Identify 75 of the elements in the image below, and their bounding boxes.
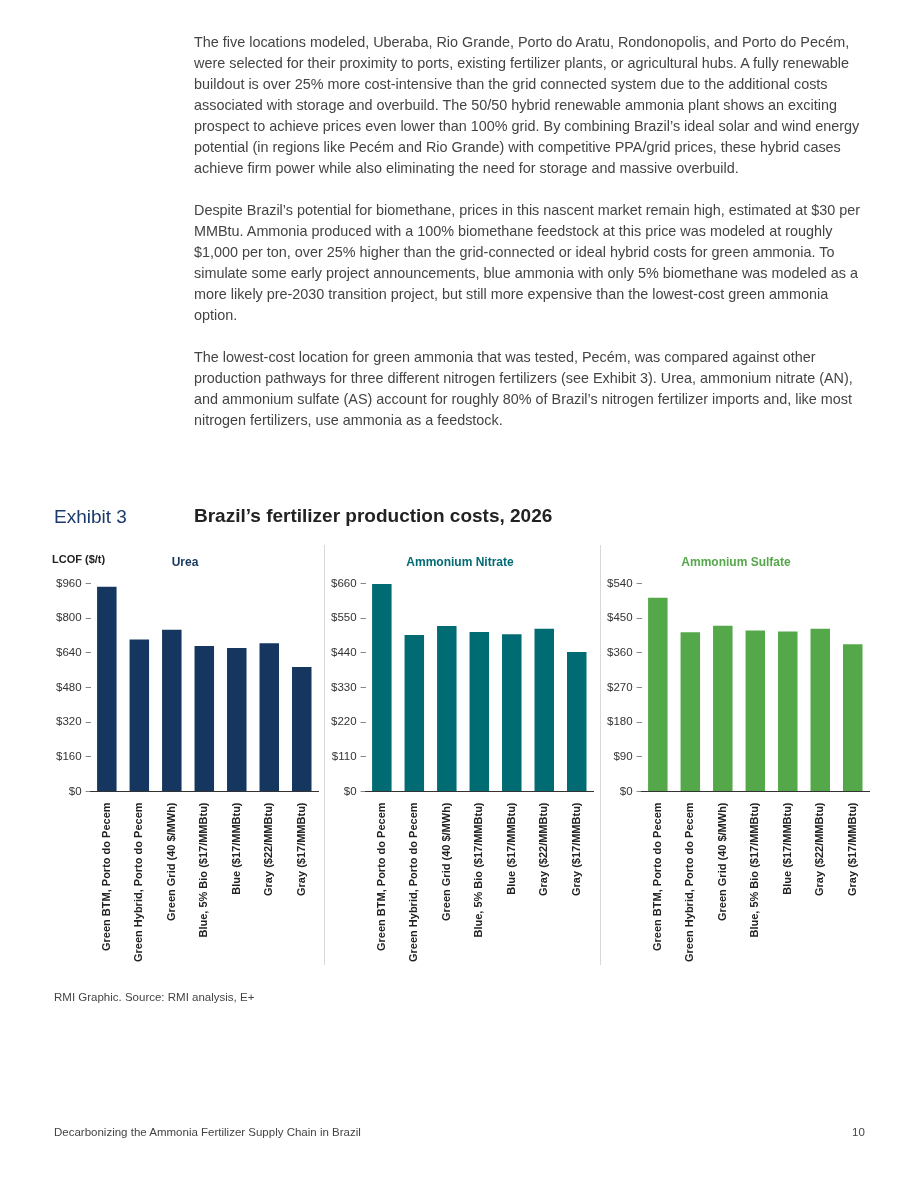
x-tick-label: Gray ($17/MMBtu) — [845, 802, 858, 896]
y-tick-label: $330 — [330, 680, 357, 693]
y-tick-label: $270 — [606, 680, 633, 693]
y-tick-label: $90 — [613, 749, 633, 762]
bar — [404, 635, 425, 791]
x-tick-label: Green BTM, Porto do Pecem — [99, 802, 112, 951]
y-tick-label: $220 — [330, 715, 357, 728]
y-tick-label: $450 — [606, 611, 633, 624]
bar — [680, 632, 701, 791]
text: 10 — [852, 1126, 865, 1138]
bar — [469, 631, 490, 791]
x-tick-label: Blue, 5% Bio ($17/MMBtu) — [197, 802, 210, 938]
bar — [745, 630, 766, 791]
y-tick-label: $480 — [55, 680, 82, 693]
bar — [372, 584, 392, 791]
x-tick-label: Green Hybrid, Porto do Pecem — [132, 802, 145, 963]
bar — [162, 629, 182, 791]
y-tick-label: $540 — [606, 576, 633, 589]
x-tick-label: Gray ($22/MMBtu) — [813, 802, 826, 896]
bar — [194, 646, 215, 791]
bar — [227, 647, 247, 791]
text: Despite Brazil’s potential for biomethane, prices in this nascent market remain high, estimated at $30 per MMBtu. Ammonia produced with a 100% biomethane feedstock at this price was modeled at roughly $1,000 per ton, over 25% higher than the grid-connected or ideal hybrid costs for green ammonia. To simulate some early project announcements, blue ammonia with only 5% biomethane was modeled as a more likely pre-2030 transition project, but still more expensive than the lowest-cost green ammonia option. — [194, 201, 862, 325]
y-axis-title: LCOF ($/t) — [52, 553, 106, 565]
x-tick-label: Blue, 5% Bio ($17/MMBtu) — [472, 802, 485, 938]
text: The lowest-cost location for green ammonia that was tested, Pecém, was compared against other production pathways for three different nitrogen fertilizers (see Exhibit 3). Urea, ammonium nitrate (AN), and ammonium sulfate (AS) account for roughly 80% of Brazil’s nitrogen fertilizer imports and, like most nitrogen fertilizers, use ammonia as a feedstock. — [194, 348, 854, 430]
y-tick-label: $550 — [330, 611, 357, 624]
y-tick-label: $110 — [331, 749, 357, 762]
x-tick-label: Gray ($17/MMBtu) — [294, 802, 307, 896]
text: Exhibit 3 — [54, 506, 127, 528]
y-tick-label: $320 — [55, 715, 82, 728]
text: The five locations modeled, Uberaba, Rio Grande, Porto do Aratu, Rondonopolis, and Porto do Pecém, were selected for their proximity to ports, existing fertilizer plants, or agricultural hubs. A fully renewable buildout is over 25% more cost-intensive than the grid connected system due to the additional costs associated with storage and overbuild. The 50/50 hybrid renewable ammonia plant shows an exciting prospect to achieve prices even lower than 100% grid. By combining Brazil’s ideal solar and wind energy potential (in regions like Pecém and Rio Grande) with competitive PPA/grid prices, these hybrid cases achieve firm power while also eliminating the need for storage and massive overbuild. — [194, 33, 861, 178]
y-tick-label: $640 — [55, 645, 82, 658]
y-tick-label: $360 — [606, 645, 633, 658]
bar — [810, 628, 831, 791]
bar — [843, 644, 863, 791]
bar — [437, 625, 457, 791]
x-tick-label: Blue ($17/MMBtu) — [780, 802, 793, 895]
y-tick-label: $180 — [606, 715, 633, 728]
bar — [97, 586, 117, 791]
bar — [713, 625, 733, 791]
bar — [502, 634, 522, 791]
chart-title: Ammonium Sulfate — [681, 554, 791, 569]
bar — [648, 597, 668, 791]
y-tick-label: $0 — [619, 784, 633, 797]
x-tick-label: Green Grid (40 $/MWh) — [439, 802, 452, 922]
y-tick-label: $0 — [343, 784, 357, 797]
text: Decarbonizing the Ammonia Fertilizer Supply Chain in Brazil — [54, 1126, 361, 1138]
x-tick-label: Green Hybrid, Porto do Pecem — [683, 802, 696, 963]
x-tick-label: Gray ($17/MMBtu) — [569, 802, 582, 896]
x-tick-label: Green Grid (40 $/MWh) — [164, 802, 177, 922]
x-tick-label: Green Grid (40 $/MWh) — [715, 802, 728, 922]
x-tick-label: Blue ($17/MMBtu) — [229, 802, 242, 895]
y-tick-label: $160 — [55, 749, 82, 762]
text: RMI Graphic. Source: RMI analysis, E+ — [54, 991, 255, 1003]
x-tick-label: Blue ($17/MMBtu) — [504, 802, 517, 895]
bar — [567, 652, 587, 791]
y-tick-label: $960 — [55, 576, 82, 589]
x-tick-label: Blue, 5% Bio ($17/MMBtu) — [748, 802, 761, 938]
x-tick-label: Gray ($22/MMBtu) — [537, 802, 550, 896]
x-tick-label: Gray ($22/MMBtu) — [262, 802, 275, 896]
bar — [292, 667, 312, 791]
x-tick-label: Green BTM, Porto do Pecem — [650, 802, 663, 951]
y-tick-label: $440 — [330, 645, 357, 658]
chart-title: Ammonium Nitrate — [406, 554, 514, 569]
bar — [778, 631, 798, 791]
x-tick-label: Green BTM, Porto do Pecem — [374, 802, 387, 951]
y-tick-label: $0 — [68, 784, 82, 797]
y-tick-label: $660 — [330, 576, 357, 589]
x-tick-label: Green Hybrid, Porto do Pecem — [407, 802, 420, 963]
bar — [534, 628, 555, 791]
chart-title: Urea — [171, 554, 199, 569]
bar — [259, 643, 280, 791]
y-tick-label: $800 — [55, 611, 82, 624]
text: Brazil’s fertilizer production costs, 2026 — [194, 505, 553, 527]
bar — [129, 639, 150, 791]
